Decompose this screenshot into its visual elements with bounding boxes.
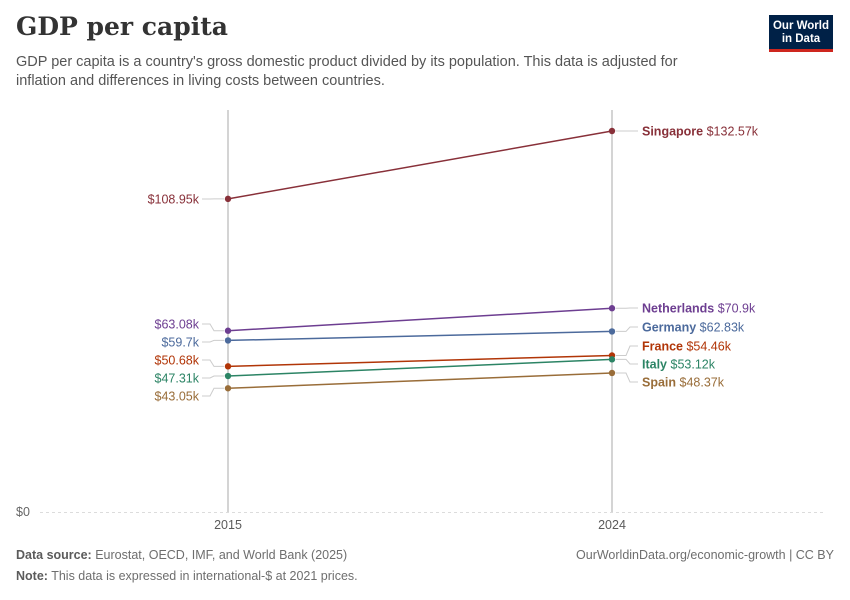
x-tick-label: 2024 bbox=[598, 518, 626, 532]
series-line-italy[interactable] bbox=[227, 358, 613, 377]
series-name: France bbox=[642, 340, 686, 354]
logo-line-2: in Data bbox=[781, 33, 821, 45]
point-2015-netherlands[interactable] bbox=[224, 327, 232, 334]
point-2024-italy[interactable] bbox=[608, 356, 616, 363]
point-2015-france[interactable] bbox=[224, 363, 232, 370]
series-line-spain[interactable] bbox=[227, 372, 613, 390]
point-2015-spain[interactable] bbox=[224, 385, 232, 392]
point-2015-germany[interactable] bbox=[224, 337, 232, 344]
series-line-singapore[interactable] bbox=[227, 130, 613, 200]
series-end-value: $48.37k bbox=[680, 376, 725, 390]
series-line-netherlands[interactable] bbox=[227, 307, 613, 332]
start-value-label-netherlands: $63.08k bbox=[155, 318, 200, 332]
series-name: Germany bbox=[642, 321, 700, 335]
x-tick-label: 2015 bbox=[214, 518, 242, 532]
series-end-value: $132.57k bbox=[707, 125, 759, 139]
point-2024-germany[interactable] bbox=[608, 328, 616, 335]
end-label-italy[interactable]: Italy $53.12k bbox=[642, 358, 716, 372]
series-line-france[interactable] bbox=[227, 354, 613, 368]
end-label-connector bbox=[616, 358, 638, 365]
end-label-connector bbox=[616, 372, 638, 383]
note-text: This data is expressed in international-… bbox=[51, 569, 358, 583]
start-value-label-italy: $47.31k bbox=[155, 372, 200, 386]
end-label-connector bbox=[616, 345, 638, 356]
series-name: Italy bbox=[642, 358, 671, 372]
series-end-value: $70.9k bbox=[718, 302, 756, 316]
start-value-label-france: $50.68k bbox=[155, 354, 200, 368]
series-end-value: $62.83k bbox=[700, 321, 745, 335]
point-2024-netherlands[interactable] bbox=[608, 305, 616, 312]
point-2024-singapore[interactable] bbox=[608, 127, 616, 135]
point-2024-spain[interactable] bbox=[608, 369, 616, 377]
start-label-connector bbox=[202, 359, 224, 367]
end-label-singapore[interactable]: Singapore $132.57k bbox=[642, 125, 759, 139]
point-2015-singapore[interactable] bbox=[224, 195, 232, 203]
data-source-text[interactable]: Eurostat, OECD, IMF, and World Bank (202… bbox=[95, 548, 348, 562]
series-name: Spain bbox=[642, 376, 680, 390]
series-name: Singapore bbox=[642, 125, 707, 139]
series-end-value: $54.46k bbox=[686, 340, 731, 354]
data-source: Data source: Eurostat, OECD, IMF, and Wo… bbox=[16, 548, 347, 562]
start-label-connector bbox=[202, 323, 224, 332]
start-label-connector bbox=[202, 375, 224, 379]
end-label-connector bbox=[616, 326, 638, 332]
series-end-value: $53.12k bbox=[671, 358, 716, 372]
logo-line-1: Our World bbox=[772, 20, 829, 32]
end-label-netherlands[interactable]: Netherlands $70.9k bbox=[642, 302, 756, 316]
chart-title: GDP per capita bbox=[16, 12, 228, 41]
end-label-spain[interactable]: Spain $48.37k bbox=[642, 376, 725, 390]
owid-logo[interactable]: Our World in Data bbox=[769, 15, 833, 52]
credit-link[interactable]: OurWorldinData.org/economic-growth | CC … bbox=[576, 548, 834, 562]
start-value-label-spain: $43.05k bbox=[155, 390, 200, 404]
series-name: Netherlands bbox=[642, 302, 718, 316]
end-label-france[interactable]: France $54.46k bbox=[642, 340, 732, 354]
end-label-germany[interactable]: Germany $62.83k bbox=[642, 321, 745, 335]
y-tick-label: $0 bbox=[16, 505, 30, 519]
start-value-label-singapore: $108.95k bbox=[148, 193, 200, 207]
data-source-label: Data source: bbox=[16, 548, 92, 562]
chart-note: Note: This data is expressed in internat… bbox=[16, 569, 358, 583]
note-label: Note: bbox=[16, 569, 48, 583]
start-label-connector bbox=[202, 387, 224, 397]
start-value-label-germany: $59.7k bbox=[161, 336, 199, 350]
chart-subtitle: GDP per capita is a country's gross dome… bbox=[16, 54, 678, 89]
point-2015-italy[interactable] bbox=[224, 372, 232, 380]
start-label-connector bbox=[202, 339, 224, 343]
series-line-germany[interactable] bbox=[227, 330, 613, 342]
